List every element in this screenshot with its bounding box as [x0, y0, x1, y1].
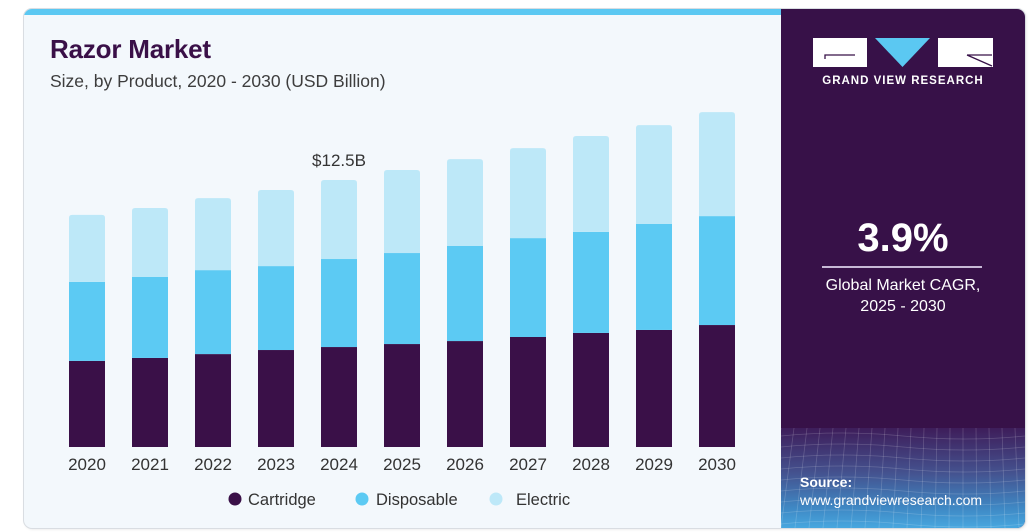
bar-segment-electric-2027: [510, 148, 546, 239]
x-tick-label: 2024: [320, 455, 358, 474]
x-tick-label: 2023: [257, 455, 295, 474]
bar-segment-disposable-2025: [384, 253, 420, 345]
grid-mesh-decoration: [766, 427, 1025, 528]
bar-segment-cartridge-2028: [573, 332, 609, 447]
bar-segment-cartridge-2026: [447, 341, 483, 447]
x-tick-label: 2022: [194, 455, 232, 474]
bar-segment-cartridge-2024: [321, 347, 357, 447]
legend-marker-electric: [489, 492, 503, 506]
annotations-group: $12.5B: [312, 151, 366, 170]
bar-segment-electric-2020: [69, 214, 105, 282]
bar-segment-electric-2025: [384, 169, 420, 254]
bar-segment-cartridge-2025: [384, 344, 420, 447]
bar-segment-electric-2023: [258, 190, 294, 267]
x-tick-label: 2021: [131, 455, 169, 474]
chart-subtitle: Size, by Product, 2020 - 2030 (USD Billi…: [50, 71, 386, 91]
bar-segment-disposable-2027: [510, 238, 546, 337]
bar-segment-disposable-2029: [636, 224, 672, 330]
gvr-logo-icon: [813, 38, 993, 67]
legend-label-disposable: Disposable: [376, 491, 458, 509]
infographic-card: Razor Market Size, by Product, 2020 - 20…: [24, 9, 1025, 528]
cagr-label-line2: 2025 - 2030: [860, 298, 946, 315]
wave-background: [766, 427, 1025, 528]
cagr-label: Global Market CAGR, 2025 - 2030: [781, 275, 1025, 317]
bar-segment-disposable-2023: [258, 266, 294, 351]
bar-segment-cartridge-2027: [510, 336, 546, 447]
accent-strip: [24, 9, 781, 15]
x-axis-ticks: 2020 2021 2022 2023 2024 2025 2026 2027 2028 2029…: [68, 455, 736, 474]
legend-marker-disposable: [355, 492, 369, 506]
bar-segment-electric-2028: [573, 135, 609, 232]
bar-segment-cartridge-2023: [258, 350, 294, 447]
cagr-value: 3.9%: [857, 216, 949, 260]
bar-segment-disposable-2022: [195, 270, 231, 355]
bar-segment-cartridge-2029: [636, 329, 672, 447]
legend-label-cartridge: Cartridge: [248, 491, 316, 509]
data-label-annotation: $12.5B: [312, 151, 366, 170]
bar-segment-disposable-2028: [573, 231, 609, 333]
bar-segment-cartridge-2020: [69, 360, 105, 447]
bar-segment-electric-2022: [195, 198, 231, 271]
bar-segment-electric-2021: [132, 207, 168, 277]
bars-group: [69, 112, 735, 447]
bar-segment-disposable-2026: [447, 246, 483, 342]
side-panel: GRAND VIEW RESEARCH 3.9% Global Market C…: [766, 9, 1025, 528]
brand-name: GRAND VIEW RESEARCH: [822, 75, 984, 87]
bar-segment-disposable-2021: [132, 276, 168, 358]
x-tick-label: 2020: [68, 455, 106, 474]
x-tick-label: 2029: [635, 455, 673, 474]
x-tick-label: 2026: [446, 455, 484, 474]
source-block: Source: www.grandviewresearch.com: [800, 473, 982, 509]
bar-segment-electric-2024: [321, 180, 357, 260]
cagr-divider: [822, 266, 982, 268]
cagr-label-line1: Global Market CAGR,: [825, 277, 981, 294]
source-url[interactable]: www.grandviewresearch.com: [800, 492, 983, 508]
bar-segment-disposable-2020: [69, 281, 105, 361]
x-tick-label: 2030: [698, 455, 736, 474]
bar-segment-electric-2029: [636, 125, 672, 225]
legend: Cartridge Disposable Electric: [228, 491, 570, 509]
bar-segment-electric-2026: [447, 159, 483, 247]
x-tick-label: 2028: [572, 455, 610, 474]
chart-title: Razor Market: [50, 34, 211, 64]
legend-marker-cartridge: [228, 492, 242, 506]
bar-segment-cartridge-2030: [699, 325, 735, 447]
bar-segment-cartridge-2022: [195, 354, 231, 447]
legend-label-electric: Electric: [516, 491, 570, 509]
stacked-bar-chart: $12.5B 2020 2021 2022 2023 2024 2025 2026 2027 2…: [68, 112, 736, 509]
bar-segment-disposable-2030: [699, 216, 735, 326]
bar-segment-cartridge-2021: [132, 357, 168, 447]
x-tick-label: 2025: [383, 455, 421, 474]
bar-segment-electric-2030: [699, 112, 735, 217]
bar-segment-disposable-2024: [321, 259, 357, 348]
x-tick-label: 2027: [509, 455, 547, 474]
source-label: Source:: [800, 474, 853, 490]
